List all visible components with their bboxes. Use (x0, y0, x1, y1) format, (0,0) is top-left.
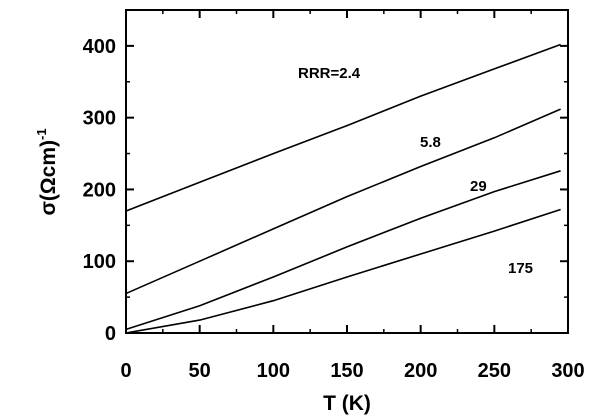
ticks: 0 50 100 150 200 250 300 0 100 200 300 400 (83, 10, 585, 382)
series-line (125, 170, 561, 331)
y-tick-label: 100 (83, 251, 116, 273)
x-tick-label: 50 (189, 360, 211, 382)
x-axis-label: T (K) (323, 392, 371, 415)
x-tick-label: 250 (478, 360, 511, 382)
plot-frame (125, 9, 569, 334)
series-label: 29 (470, 178, 487, 195)
y-axis-label-main: σ(Ωcm) (37, 140, 60, 216)
series-line (125, 208, 561, 334)
y-tick-label: 200 (83, 179, 116, 201)
series-lines (125, 43, 561, 334)
series-label: 5.8 (420, 134, 441, 151)
y-tick-label: 400 (83, 36, 116, 58)
svg-text:σ(Ωcm)-1: σ(Ωcm)-1 (34, 128, 60, 215)
y-axis-label: σ(Ωcm)-1 (34, 128, 60, 215)
series-line (125, 108, 561, 295)
x-tick-label: 150 (330, 360, 363, 382)
x-tick-label: 0 (120, 360, 131, 382)
series-label: RRR=2.4 (298, 65, 361, 82)
x-tick-label: 100 (257, 360, 290, 382)
series-line (125, 43, 561, 212)
x-tick-label: 200 (404, 360, 437, 382)
y-axis-label-sup: -1 (34, 128, 49, 140)
series-label: 175 (508, 260, 533, 277)
labels: RRR=2.4 5.8 29 175 (298, 65, 533, 277)
y-tick-label: 300 (83, 108, 116, 130)
y-tick-label: 0 (105, 323, 116, 345)
x-tick-label: 300 (551, 360, 584, 382)
